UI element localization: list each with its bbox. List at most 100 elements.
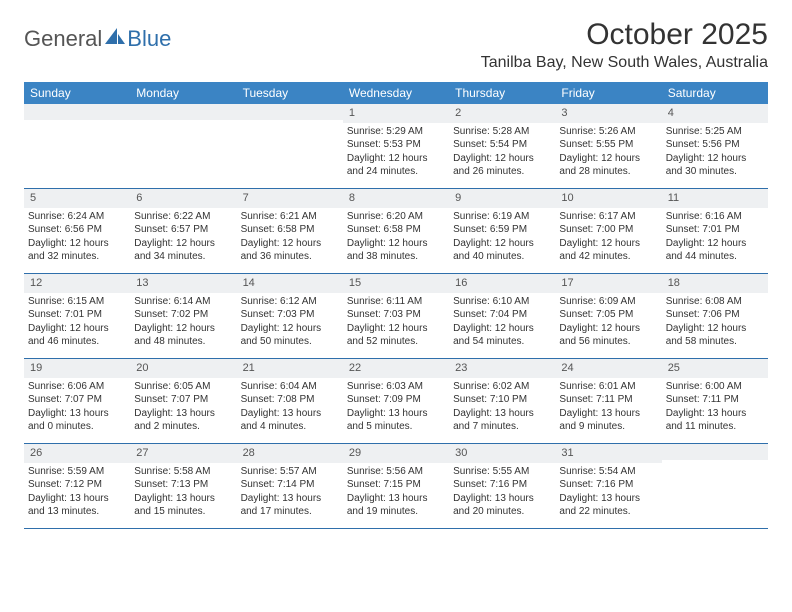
daylight-text: Daylight: 13 hours and 5 minutes. [347, 407, 445, 434]
sunset-text: Sunset: 7:08 PM [241, 393, 339, 407]
day-number: 9 [449, 189, 555, 208]
sunset-text: Sunset: 7:12 PM [28, 478, 126, 492]
sunset-text: Sunset: 7:00 PM [559, 223, 657, 237]
day-number [130, 104, 236, 120]
weekday-tuesday: Tuesday [237, 82, 343, 104]
sunset-text: Sunset: 7:04 PM [453, 308, 551, 322]
day-number: 7 [237, 189, 343, 208]
day-body: Sunrise: 5:56 AMSunset: 7:15 PMDaylight:… [343, 465, 449, 523]
daylight-text: Daylight: 13 hours and 2 minutes. [134, 407, 232, 434]
weekday-saturday: Saturday [662, 82, 768, 104]
daylight-text: Daylight: 12 hours and 40 minutes. [453, 237, 551, 264]
day-number [662, 444, 768, 460]
day-number: 29 [343, 444, 449, 463]
day-body: Sunrise: 6:02 AMSunset: 7:10 PMDaylight:… [449, 380, 555, 438]
day-cell: 16Sunrise: 6:10 AMSunset: 7:04 PMDayligh… [449, 274, 555, 358]
sunrise-text: Sunrise: 6:20 AM [347, 210, 445, 224]
day-body: Sunrise: 6:06 AMSunset: 7:07 PMDaylight:… [24, 380, 130, 438]
sunrise-text: Sunrise: 6:14 AM [134, 295, 232, 309]
day-number [24, 104, 130, 120]
day-cell: 31Sunrise: 5:54 AMSunset: 7:16 PMDayligh… [555, 444, 661, 528]
sunset-text: Sunset: 7:09 PM [347, 393, 445, 407]
daylight-text: Daylight: 13 hours and 9 minutes. [559, 407, 657, 434]
sunset-text: Sunset: 6:58 PM [241, 223, 339, 237]
day-cell: 20Sunrise: 6:05 AMSunset: 7:07 PMDayligh… [130, 359, 236, 443]
brand-part2: Blue [127, 26, 171, 52]
sunset-text: Sunset: 7:03 PM [347, 308, 445, 322]
day-body: Sunrise: 5:29 AMSunset: 5:53 PMDaylight:… [343, 125, 449, 183]
sunset-text: Sunset: 7:10 PM [453, 393, 551, 407]
day-cell: 11Sunrise: 6:16 AMSunset: 7:01 PMDayligh… [662, 189, 768, 273]
sunrise-text: Sunrise: 6:16 AM [666, 210, 764, 224]
sunrise-text: Sunrise: 5:57 AM [241, 465, 339, 479]
title-block: October 2025 Tanilba Bay, New South Wale… [481, 18, 768, 72]
day-body: Sunrise: 6:19 AMSunset: 6:59 PMDaylight:… [449, 210, 555, 268]
sunrise-text: Sunrise: 6:05 AM [134, 380, 232, 394]
day-number [237, 104, 343, 120]
weeks-container: 1Sunrise: 5:29 AMSunset: 5:53 PMDaylight… [24, 104, 768, 529]
sunset-text: Sunset: 7:06 PM [666, 308, 764, 322]
sunset-text: Sunset: 7:13 PM [134, 478, 232, 492]
day-number: 17 [555, 274, 661, 293]
day-body: Sunrise: 6:22 AMSunset: 6:57 PMDaylight:… [130, 210, 236, 268]
day-cell: 10Sunrise: 6:17 AMSunset: 7:00 PMDayligh… [555, 189, 661, 273]
weekday-sunday: Sunday [24, 82, 130, 104]
daylight-text: Daylight: 12 hours and 36 minutes. [241, 237, 339, 264]
day-number: 2 [449, 104, 555, 123]
day-cell: 7Sunrise: 6:21 AMSunset: 6:58 PMDaylight… [237, 189, 343, 273]
day-body: Sunrise: 5:28 AMSunset: 5:54 PMDaylight:… [449, 125, 555, 183]
sunset-text: Sunset: 7:11 PM [666, 393, 764, 407]
sunrise-text: Sunrise: 5:28 AM [453, 125, 551, 139]
sunrise-text: Sunrise: 6:08 AM [666, 295, 764, 309]
day-cell: 23 Sunrise: 6:02 AMSunset: 7:10 PMDayligh… [449, 359, 555, 443]
day-body: Sunrise: 5:58 AMSunset: 7:13 PMDaylight:… [130, 465, 236, 523]
day-cell: 8Sunrise: 6:20 AMSunset: 6:58 PMDaylight… [343, 189, 449, 273]
daylight-text: Daylight: 12 hours and 32 minutes. [28, 237, 126, 264]
day-number: 14 [237, 274, 343, 293]
day-cell: 13Sunrise: 6:14 AMSunset: 7:02 PMDayligh… [130, 274, 236, 358]
sunset-text: Sunset: 7:03 PM [241, 308, 339, 322]
daylight-text: Daylight: 12 hours and 24 minutes. [347, 152, 445, 179]
day-cell: 12Sunrise: 6:15 AMSunset: 7:01 PMDayligh… [24, 274, 130, 358]
sunset-text: Sunset: 7:02 PM [134, 308, 232, 322]
day-cell [662, 444, 768, 528]
day-number: 4 [662, 104, 768, 123]
sunrise-text: Sunrise: 6:03 AM [347, 380, 445, 394]
day-body: Sunrise: 6:17 AMSunset: 7:00 PMDaylight:… [555, 210, 661, 268]
day-body: Sunrise: 6:01 AMSunset: 7:11 PMDaylight:… [555, 380, 661, 438]
day-cell: 2 Sunrise: 5:28 AMSunset: 5:54 PMDaylight… [449, 104, 555, 188]
day-cell: 5Sunrise: 6:24 AMSunset: 6:56 PMDaylight… [24, 189, 130, 273]
weekday-monday: Monday [130, 82, 236, 104]
daylight-text: Daylight: 13 hours and 20 minutes. [453, 492, 551, 519]
day-body: Sunrise: 6:15 AMSunset: 7:01 PMDaylight:… [24, 295, 130, 353]
day-number: 6 [130, 189, 236, 208]
sunrise-text: Sunrise: 5:58 AM [134, 465, 232, 479]
day-number: 20 [130, 359, 236, 378]
sunset-text: Sunset: 7:14 PM [241, 478, 339, 492]
calendar-page: General Blue October 2025 Tanilba Bay, N… [0, 0, 792, 547]
sunrise-text: Sunrise: 6:09 AM [559, 295, 657, 309]
day-cell: 18Sunrise: 6:08 AMSunset: 7:06 PMDayligh… [662, 274, 768, 358]
day-cell: 22Sunrise: 6:03 AMSunset: 7:09 PMDayligh… [343, 359, 449, 443]
day-body: Sunrise: 6:11 AMSunset: 7:03 PMDaylight:… [343, 295, 449, 353]
sunset-text: Sunset: 5:54 PM [453, 138, 551, 152]
daylight-text: Daylight: 12 hours and 42 minutes. [559, 237, 657, 264]
sunset-text: Sunset: 6:59 PM [453, 223, 551, 237]
sunset-text: Sunset: 7:01 PM [666, 223, 764, 237]
week-row: 1Sunrise: 5:29 AMSunset: 5:53 PMDaylight… [24, 104, 768, 189]
day-body: Sunrise: 6:04 AMSunset: 7:08 PMDaylight:… [237, 380, 343, 438]
day-number: 23 [449, 359, 555, 378]
day-body: Sunrise: 5:25 AMSunset: 5:56 PMDaylight:… [662, 125, 768, 183]
sunrise-text: Sunrise: 5:54 AM [559, 465, 657, 479]
sunrise-text: Sunrise: 6:11 AM [347, 295, 445, 309]
day-number: 5 [24, 189, 130, 208]
day-body: Sunrise: 5:26 AMSunset: 5:55 PMDaylight:… [555, 125, 661, 183]
sunset-text: Sunset: 5:53 PM [347, 138, 445, 152]
day-number: 27 [130, 444, 236, 463]
calendar-grid: Sunday Monday Tuesday Wednesday Thursday… [24, 82, 768, 529]
daylight-text: Daylight: 12 hours and 52 minutes. [347, 322, 445, 349]
brand-part1: General [24, 26, 102, 52]
day-number: 15 [343, 274, 449, 293]
sunrise-text: Sunrise: 5:59 AM [28, 465, 126, 479]
day-body: Sunrise: 6:03 AMSunset: 7:09 PMDaylight:… [343, 380, 449, 438]
